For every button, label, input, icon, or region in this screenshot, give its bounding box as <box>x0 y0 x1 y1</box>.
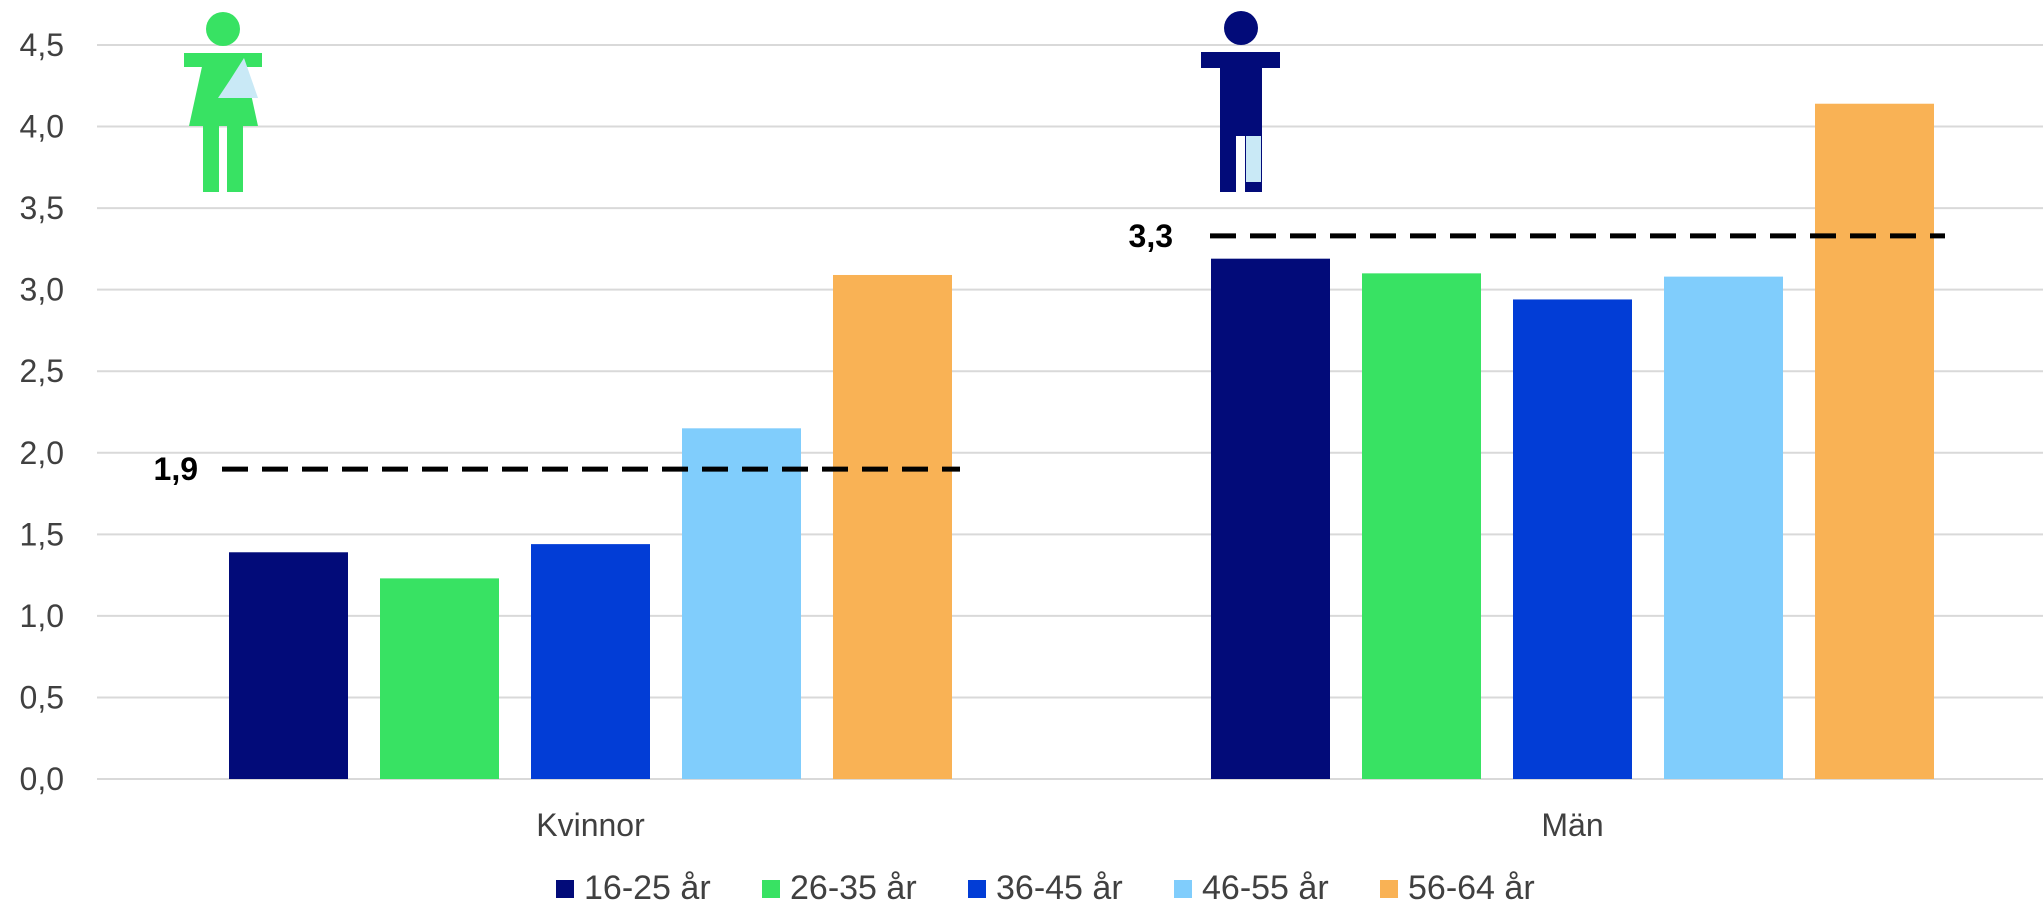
legend-swatch <box>1174 880 1192 898</box>
average-lines: 1,9 3,3 <box>154 218 1945 487</box>
y-tick-label: 4,0 <box>20 109 64 145</box>
woman-icon <box>184 12 262 192</box>
legend-swatch <box>968 880 986 898</box>
man-icon <box>1201 11 1280 192</box>
y-tick-label: 3,0 <box>20 272 64 308</box>
legend-label: 26-35 år <box>790 869 917 904</box>
legend-item: 26-35 år <box>762 869 917 904</box>
x-category-label: Män <box>1541 807 1603 843</box>
average-label: 3,3 <box>1129 218 1173 254</box>
bar <box>1513 299 1632 779</box>
y-tick-label: 0,0 <box>20 761 64 797</box>
gender-icons <box>184 11 1280 192</box>
legend-swatch <box>762 880 780 898</box>
y-tick-label: 2,5 <box>20 353 64 389</box>
y-tick-label: 4,5 <box>20 27 64 63</box>
y-tick-label: 3,5 <box>20 190 64 226</box>
legend-swatch <box>556 880 574 898</box>
y-tick-label: 0,5 <box>20 679 64 715</box>
bar <box>1362 273 1481 779</box>
legend-item: 56-64 år <box>1380 869 1535 904</box>
bar <box>1815 103 1934 780</box>
bar <box>833 274 952 779</box>
bar <box>1664 276 1783 779</box>
legend-label: 46-55 år <box>1202 869 1329 904</box>
x-category-label: Kvinnor <box>536 807 645 843</box>
bars <box>229 103 1934 780</box>
bar <box>229 552 348 779</box>
legend-item: 36-45 år <box>968 869 1123 904</box>
y-tick-label: 2,0 <box>20 435 64 471</box>
bar <box>682 428 801 779</box>
legend-swatch <box>1380 880 1398 898</box>
category-labels: Kvinnor Män <box>536 807 1603 843</box>
legend-label: 36-45 år <box>996 869 1123 904</box>
y-axis-ticks: 0,0 0,5 1,0 1,5 2,0 2,5 3,0 3,5 4,0 4,5 <box>20 27 64 797</box>
legend-item: 46-55 år <box>1174 869 1329 904</box>
y-tick-label: 1,5 <box>20 516 64 552</box>
legend-label: 16-25 år <box>584 869 711 904</box>
legend-label: 56-64 år <box>1408 869 1535 904</box>
bar <box>380 578 499 779</box>
y-tick-label: 1,0 <box>20 598 64 634</box>
legend: 16-25 år 26-35 år 36-45 år 46-55 år 56-64 år <box>556 869 1535 904</box>
bar <box>531 544 650 779</box>
average-label: 1,9 <box>154 451 198 487</box>
bar <box>1211 258 1330 780</box>
legend-item: 16-25 år <box>556 869 711 904</box>
